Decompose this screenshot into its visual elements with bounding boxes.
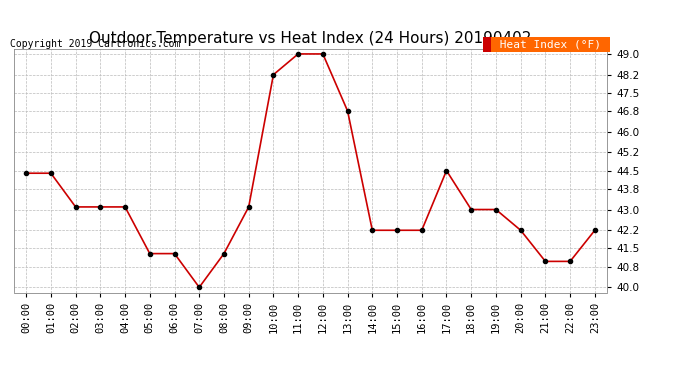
Text: Temperature (°F): Temperature (°F) (486, 39, 607, 50)
Text: Copyright 2019 Cartronics.com: Copyright 2019 Cartronics.com (10, 39, 181, 50)
Title: Outdoor Temperature vs Heat Index (24 Hours) 20190402: Outdoor Temperature vs Heat Index (24 Ho… (89, 31, 532, 46)
Text: Heat Index (°F): Heat Index (°F) (493, 39, 608, 50)
